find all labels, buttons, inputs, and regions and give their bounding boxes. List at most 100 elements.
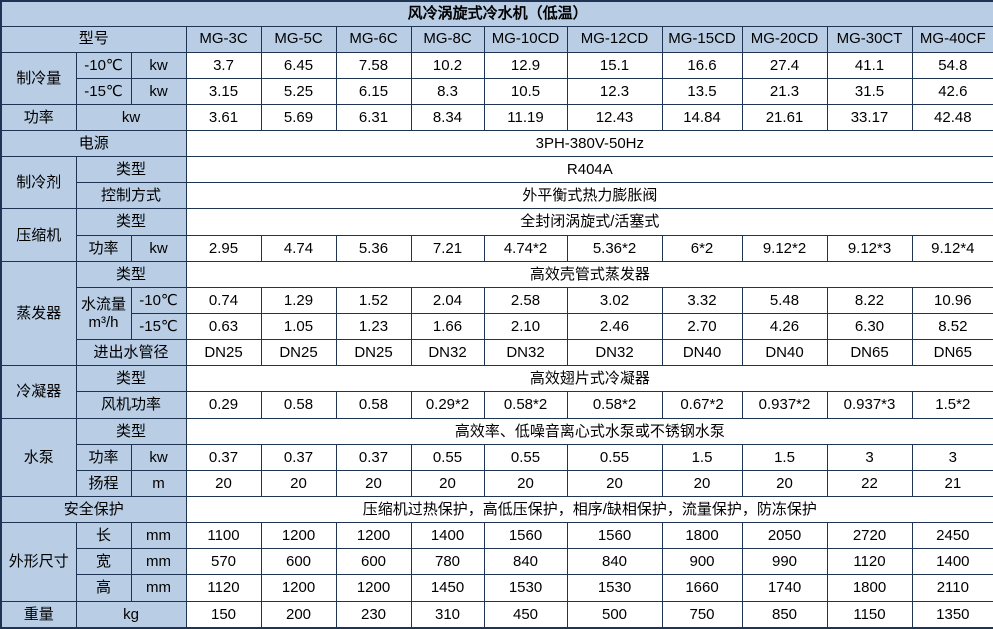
sub-label: -15℃ [75,77,132,105]
value-cell: 0.937*2 [741,391,828,419]
value-cell: 3 [911,443,993,471]
value-cell: 3.32 [661,286,743,315]
value-cell: 1530 [566,574,663,602]
value-cell: 1530 [483,574,568,602]
value-cell: 2.70 [661,313,743,341]
merged-value: 高效壳管式蒸发器 [185,260,993,288]
sub-label: 控制方式 [75,182,187,210]
sub-label: 高 [75,574,132,602]
value-cell: 600 [260,548,337,576]
sub-label: 类型 [75,260,187,288]
value-cell: DN65 [911,339,993,367]
value-cell: DN25 [335,339,412,367]
value-cell: 41.1 [826,51,913,79]
value-cell: 14.84 [661,103,743,132]
value-cell: 0.55 [410,443,485,471]
model-header: MG-40CF [911,25,993,53]
value-cell: 42.6 [911,77,993,105]
unit-label: kw [130,51,187,79]
value-cell: 8.3 [410,77,485,105]
value-cell: 21.3 [741,77,828,105]
value-cell: 500 [566,600,663,629]
value-cell: 20 [335,469,412,498]
sub-label: 进出水管径 [75,339,187,367]
value-cell: 900 [661,548,743,576]
value-cell: 3.15 [185,77,262,105]
value-cell: 1350 [911,600,993,629]
unit-label: kg [75,600,187,629]
value-cell: DN40 [741,339,828,367]
value-cell: 4.26 [741,313,828,341]
unit-label: kw [75,103,187,132]
unit-label: kw [130,443,187,471]
value-cell: 12.9 [483,51,568,79]
value-cell: 21 [911,469,993,498]
value-cell: 5.69 [260,103,337,132]
value-cell: 0.37 [260,443,337,471]
value-cell: 1.23 [335,313,412,341]
value-cell: 0.63 [185,313,262,341]
value-cell: 2450 [911,522,993,550]
value-cell: 1.5*2 [911,391,993,419]
value-cell: 20 [566,469,663,498]
value-cell: 310 [410,600,485,629]
value-cell: 1120 [826,548,913,576]
value-cell: DN32 [410,339,485,367]
value-cell: 7.58 [335,51,412,79]
sub-label: 类型 [75,365,187,393]
value-cell: 0.37 [185,443,262,471]
sub-label: -10℃ [75,51,132,79]
value-cell: 12.43 [566,103,663,132]
section-label-condenser: 冷凝器 [0,365,77,419]
value-cell: 3.61 [185,103,262,132]
value-cell: 16.6 [661,51,743,79]
value-cell: 20 [661,469,743,498]
value-cell: 1200 [335,574,412,602]
model-header: MG-5C [260,25,337,53]
value-cell: 6.15 [335,77,412,105]
section-label-dimensions: 外形尺寸 [0,522,77,602]
value-cell: 0.74 [185,286,262,315]
value-cell: 5.48 [741,286,828,315]
value-cell: 1.52 [335,286,412,315]
value-cell: 5.25 [260,77,337,105]
value-cell: 2050 [741,522,828,550]
value-cell: 990 [741,548,828,576]
merged-value: 高效翅片式冷凝器 [185,365,993,393]
value-cell: 780 [410,548,485,576]
value-cell: 1450 [410,574,485,602]
value-cell: 1200 [260,522,337,550]
value-cell: 840 [483,548,568,576]
merged-value: R404A [185,156,993,184]
model-header: MG-6C [335,25,412,53]
value-cell: 2.04 [410,286,485,315]
value-cell: 1400 [911,548,993,576]
value-cell: DN40 [661,339,743,367]
model-header: MG-30CT [826,25,913,53]
value-cell: 2.46 [566,313,663,341]
sub-label: 长 [75,522,132,550]
value-cell: 850 [741,600,828,629]
merged-value: 全封闭涡旋式/活塞式 [185,208,993,236]
value-cell: 42.48 [911,103,993,132]
value-cell: 0.67*2 [661,391,743,419]
unit-label: mm [130,574,187,602]
unit-label: m [130,469,187,498]
value-cell: DN32 [566,339,663,367]
sub-label: 宽 [75,548,132,576]
value-cell: 8.22 [826,286,913,315]
value-cell: 1560 [566,522,663,550]
value-cell: 12.3 [566,77,663,105]
value-cell: DN32 [483,339,568,367]
value-cell: 0.29 [185,391,262,419]
value-cell: 570 [185,548,262,576]
value-cell: 1.5 [661,443,743,471]
value-cell: 1800 [826,574,913,602]
value-cell: 20 [185,469,262,498]
value-cell: 8.52 [911,313,993,341]
value-cell: DN25 [185,339,262,367]
value-cell: 0.58 [260,391,337,419]
value-cell: 20 [483,469,568,498]
